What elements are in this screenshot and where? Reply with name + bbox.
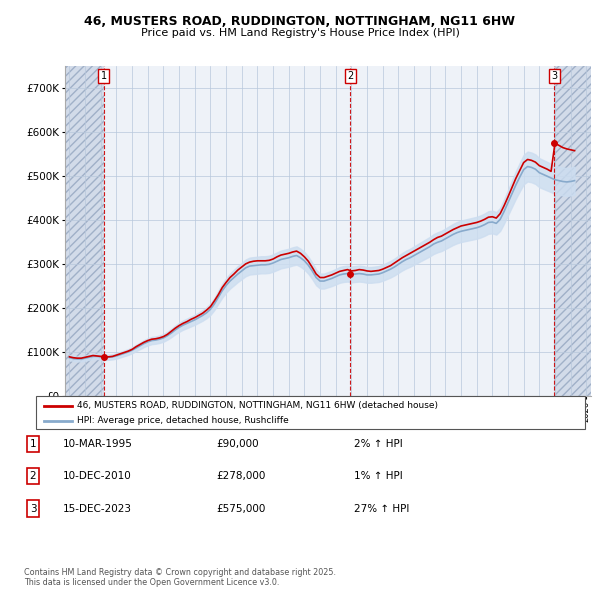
Text: £278,000: £278,000 xyxy=(216,471,265,481)
Text: 10-DEC-2010: 10-DEC-2010 xyxy=(63,471,132,481)
FancyBboxPatch shape xyxy=(36,396,585,429)
Text: HPI: Average price, detached house, Rushcliffe: HPI: Average price, detached house, Rush… xyxy=(77,417,289,425)
Text: Price paid vs. HM Land Registry's House Price Index (HPI): Price paid vs. HM Land Registry's House … xyxy=(140,28,460,38)
Text: £575,000: £575,000 xyxy=(216,504,265,513)
Text: £90,000: £90,000 xyxy=(216,439,259,448)
Text: 2: 2 xyxy=(347,71,353,81)
Bar xyxy=(554,66,591,396)
Text: 2: 2 xyxy=(29,471,37,481)
Text: 1: 1 xyxy=(101,71,107,81)
Text: 10-MAR-1995: 10-MAR-1995 xyxy=(63,439,133,448)
Bar xyxy=(554,66,591,396)
Text: 15-DEC-2023: 15-DEC-2023 xyxy=(63,504,132,513)
Text: Contains HM Land Registry data © Crown copyright and database right 2025.
This d: Contains HM Land Registry data © Crown c… xyxy=(24,568,336,587)
Text: 3: 3 xyxy=(29,504,37,513)
Bar xyxy=(65,66,104,396)
Text: 3: 3 xyxy=(551,71,557,81)
Text: 1: 1 xyxy=(29,439,37,448)
Text: 2% ↑ HPI: 2% ↑ HPI xyxy=(354,439,403,448)
Text: 46, MUSTERS ROAD, RUDDINGTON, NOTTINGHAM, NG11 6HW (detached house): 46, MUSTERS ROAD, RUDDINGTON, NOTTINGHAM… xyxy=(77,401,438,410)
Text: 1% ↑ HPI: 1% ↑ HPI xyxy=(354,471,403,481)
Text: 27% ↑ HPI: 27% ↑ HPI xyxy=(354,504,409,513)
Bar xyxy=(65,66,104,396)
Text: 46, MUSTERS ROAD, RUDDINGTON, NOTTINGHAM, NG11 6HW: 46, MUSTERS ROAD, RUDDINGTON, NOTTINGHAM… xyxy=(85,15,515,28)
